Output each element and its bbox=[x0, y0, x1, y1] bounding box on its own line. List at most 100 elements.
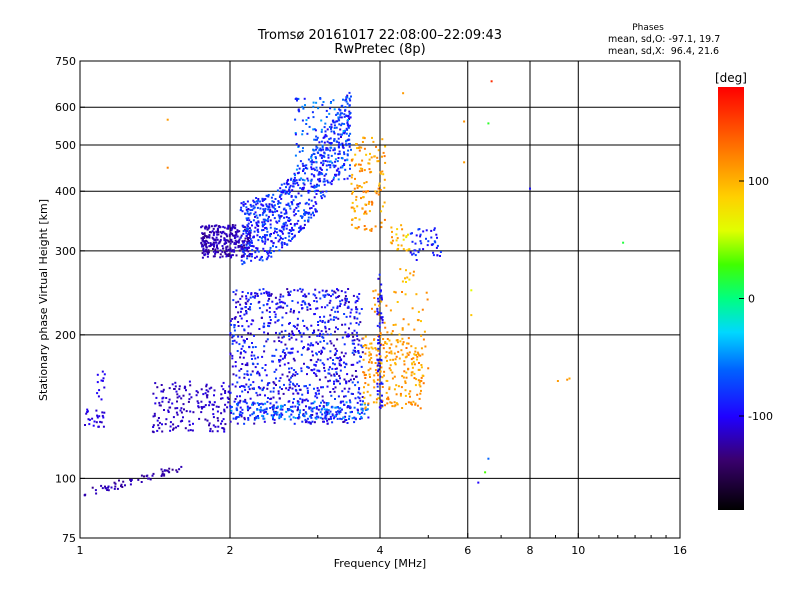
data-point bbox=[166, 166, 169, 169]
data-point bbox=[313, 331, 316, 334]
data-point bbox=[253, 334, 255, 337]
data-point bbox=[98, 415, 101, 418]
data-point bbox=[270, 203, 273, 206]
data-point bbox=[293, 208, 296, 211]
data-point bbox=[360, 308, 363, 310]
data-point bbox=[240, 202, 243, 205]
data-point bbox=[229, 391, 232, 394]
data-point bbox=[245, 234, 248, 237]
data-point bbox=[258, 236, 261, 238]
data-point bbox=[363, 137, 366, 140]
data-point bbox=[325, 109, 328, 112]
data-point bbox=[235, 374, 238, 377]
data-point bbox=[414, 350, 417, 353]
data-point bbox=[310, 154, 313, 157]
data-point bbox=[257, 198, 260, 200]
data-point bbox=[225, 248, 228, 251]
data-point bbox=[277, 214, 280, 217]
data-point bbox=[415, 293, 418, 296]
data-point bbox=[281, 232, 284, 235]
data-point bbox=[333, 130, 335, 133]
data-point bbox=[294, 417, 297, 419]
data-point bbox=[232, 373, 235, 376]
data-point bbox=[309, 160, 312, 163]
data-point bbox=[212, 237, 215, 240]
data-point bbox=[223, 428, 226, 431]
data-point bbox=[307, 343, 310, 346]
data-point bbox=[314, 210, 317, 213]
data-point bbox=[328, 293, 330, 296]
data-point bbox=[258, 372, 261, 375]
data-point bbox=[269, 246, 272, 249]
data-point bbox=[226, 396, 229, 399]
data-point bbox=[257, 221, 260, 224]
data-point bbox=[303, 212, 305, 215]
data-point bbox=[487, 457, 490, 460]
data-point bbox=[422, 248, 425, 251]
data-point bbox=[286, 375, 289, 378]
data-point bbox=[314, 201, 317, 204]
data-point bbox=[229, 405, 232, 408]
data-point bbox=[278, 220, 281, 223]
data-point bbox=[261, 221, 264, 224]
data-point bbox=[314, 129, 317, 132]
data-point bbox=[484, 471, 487, 474]
data-point bbox=[368, 354, 371, 357]
data-point bbox=[210, 225, 213, 228]
data-point bbox=[224, 392, 227, 394]
data-point bbox=[377, 347, 380, 350]
data-point bbox=[203, 232, 206, 235]
data-point bbox=[263, 250, 266, 252]
data-point bbox=[340, 136, 342, 138]
data-point bbox=[339, 401, 342, 404]
data-point bbox=[332, 306, 335, 309]
data-point bbox=[288, 383, 291, 386]
data-point bbox=[356, 184, 359, 187]
data-point bbox=[275, 377, 277, 380]
data-point bbox=[233, 226, 236, 229]
data-point bbox=[297, 231, 300, 233]
data-point bbox=[326, 140, 329, 143]
data-point bbox=[226, 245, 229, 248]
data-point bbox=[225, 242, 228, 244]
data-point bbox=[283, 212, 286, 215]
data-point bbox=[239, 399, 242, 402]
data-point bbox=[264, 222, 267, 225]
data-point bbox=[282, 392, 285, 395]
data-point bbox=[302, 188, 305, 191]
data-point bbox=[381, 404, 384, 407]
data-point bbox=[246, 228, 249, 231]
data-point bbox=[288, 335, 291, 337]
data-point bbox=[275, 231, 278, 234]
data-point bbox=[298, 110, 301, 113]
data-point bbox=[270, 252, 272, 254]
data-point bbox=[243, 376, 246, 379]
data-point bbox=[208, 400, 211, 403]
data-point bbox=[263, 408, 266, 411]
data-point bbox=[294, 179, 297, 182]
data-point bbox=[266, 230, 269, 233]
data-point bbox=[340, 124, 343, 127]
data-point bbox=[241, 240, 244, 243]
data-point bbox=[267, 215, 270, 218]
data-point bbox=[369, 171, 372, 174]
data-point bbox=[302, 319, 304, 322]
data-point bbox=[211, 236, 214, 239]
data-point bbox=[378, 326, 381, 329]
data-point bbox=[245, 232, 248, 235]
data-point bbox=[261, 367, 264, 369]
data-point bbox=[343, 178, 346, 181]
data-point bbox=[231, 365, 234, 368]
data-point bbox=[261, 225, 264, 228]
data-point bbox=[179, 420, 182, 423]
data-point bbox=[377, 311, 380, 314]
data-point bbox=[381, 321, 384, 324]
data-point bbox=[258, 408, 261, 411]
data-point bbox=[294, 98, 297, 100]
data-point bbox=[246, 248, 249, 251]
data-point bbox=[362, 358, 365, 361]
data-point bbox=[242, 225, 245, 228]
data-point bbox=[305, 420, 308, 423]
data-point bbox=[373, 338, 376, 341]
